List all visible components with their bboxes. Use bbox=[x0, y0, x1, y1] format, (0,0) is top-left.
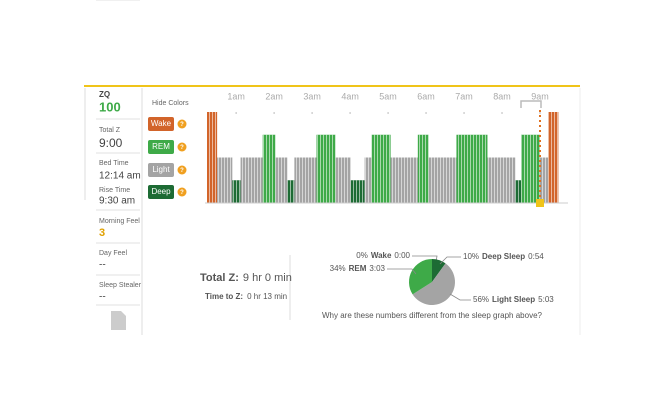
pie-name: Deep Sleep bbox=[482, 252, 525, 261]
doc-icon[interactable] bbox=[111, 311, 126, 330]
segment-stripes bbox=[217, 157, 233, 203]
legend-label[interactable]: Wake bbox=[151, 119, 172, 128]
hour-label: 1am bbox=[227, 91, 245, 101]
sidebar-value: 9:00 bbox=[99, 136, 123, 150]
sidebar-value: -- bbox=[99, 260, 106, 271]
alarm-handle[interactable] bbox=[536, 199, 544, 207]
segment-stripes bbox=[515, 180, 522, 203]
pie-label: 0% Wake 0:00 bbox=[356, 251, 410, 260]
alarm-bracket bbox=[520, 100, 542, 108]
segment-stripes bbox=[262, 134, 276, 203]
hour-label: 3am bbox=[303, 91, 321, 101]
pie-slice bbox=[412, 263, 455, 305]
pie-name: REM bbox=[349, 264, 367, 273]
segment-stripes bbox=[207, 112, 218, 203]
pie-slice bbox=[432, 259, 446, 282]
time-to-z: Time to Z: 0 hr 13 min bbox=[205, 292, 287, 301]
segment-stripes bbox=[364, 157, 372, 203]
hour-label: 8am bbox=[493, 91, 511, 101]
sidebar-label: ZQ bbox=[99, 90, 110, 99]
legend-button[interactable]: Light bbox=[148, 163, 174, 177]
segment-stripes bbox=[390, 157, 418, 203]
pie-slice bbox=[409, 259, 432, 295]
segment-stripes bbox=[275, 157, 288, 203]
hour-label: 9am bbox=[531, 91, 549, 101]
help-icon-text: ? bbox=[180, 190, 184, 196]
legend-swatch[interactable] bbox=[148, 117, 174, 131]
segment-stripes bbox=[371, 134, 391, 203]
legend-label[interactable]: Light bbox=[152, 165, 170, 174]
legend-button[interactable]: REM bbox=[148, 140, 174, 154]
segment-stripes bbox=[428, 157, 457, 203]
segment-stripes bbox=[521, 134, 541, 203]
segment-stripes bbox=[548, 112, 559, 203]
leader-line bbox=[439, 256, 461, 265]
pie-name: Wake bbox=[371, 251, 392, 260]
help-icon[interactable] bbox=[177, 187, 187, 197]
sidebar-value: -- bbox=[99, 292, 106, 303]
pie-time: 5:03 bbox=[538, 295, 554, 304]
pie-percent: 10% bbox=[463, 252, 479, 261]
sidebar-label: Sleep Stealer bbox=[99, 282, 142, 289]
sidebar-value: 3 bbox=[99, 227, 105, 239]
legend-swatch[interactable] bbox=[148, 163, 174, 177]
pie-time: 0:54 bbox=[528, 252, 544, 261]
legend-label[interactable]: REM bbox=[152, 142, 170, 151]
hour-label: 5am bbox=[379, 91, 397, 101]
total-z-value: 9 hr 0 min bbox=[243, 272, 292, 284]
segment-stripes bbox=[232, 180, 241, 203]
question: Why are these numbers different from the… bbox=[322, 311, 543, 320]
sidebar-label: Day Feel bbox=[99, 250, 127, 257]
leader-line bbox=[449, 293, 471, 301]
legend-button[interactable]: Deep bbox=[148, 185, 174, 199]
hour-label: 2am bbox=[265, 91, 283, 101]
pie-name: Light Sleep bbox=[492, 295, 535, 304]
help-icon[interactable] bbox=[177, 142, 187, 152]
legend-button[interactable]: Wake bbox=[148, 117, 174, 131]
sidebar-value: 100 bbox=[99, 99, 121, 114]
legend-swatch[interactable] bbox=[148, 185, 174, 199]
help-icon[interactable] bbox=[177, 165, 187, 175]
sidebar-label: Total Z bbox=[99, 127, 121, 134]
total-z-label: Total Z: bbox=[200, 272, 239, 284]
time-to-z-value: 0 hr 13 min bbox=[247, 292, 287, 301]
pie-time: 0:00 bbox=[394, 251, 410, 260]
help-icon[interactable] bbox=[177, 119, 187, 129]
pie-percent: 0% bbox=[356, 251, 368, 260]
segment-stripes bbox=[540, 157, 549, 203]
segment-stripes bbox=[294, 157, 317, 203]
legend-swatch[interactable] bbox=[148, 140, 174, 154]
help-icon-text: ? bbox=[180, 145, 184, 151]
sidebar-label: Rise Time bbox=[99, 187, 130, 194]
segment-stripes bbox=[487, 157, 516, 203]
pie-label: 34% REM 3:03 bbox=[330, 264, 386, 273]
pie-time: 3:03 bbox=[369, 264, 385, 273]
leader-line bbox=[387, 268, 417, 275]
pie-label: 56% Light Sleep 5:03 bbox=[473, 295, 554, 304]
time-to-z-label: Time to Z: bbox=[205, 292, 243, 301]
legend-label[interactable]: Deep bbox=[151, 187, 171, 196]
pie-percent: 56% bbox=[473, 295, 489, 304]
pie-label: 10% Deep Sleep 0:54 bbox=[463, 252, 544, 261]
segment-stripes bbox=[417, 134, 429, 203]
hour-label: 7am bbox=[455, 91, 473, 101]
segment-stripes bbox=[287, 180, 295, 203]
segment-stripes bbox=[240, 157, 263, 203]
sidebar-label: Bed Time bbox=[99, 160, 129, 167]
total-z: Total Z: 9 hr 0 min bbox=[200, 272, 292, 284]
sidebar-value: 12:14 am bbox=[99, 171, 141, 182]
segment-stripes bbox=[335, 157, 351, 203]
help-icon-text: ? bbox=[180, 168, 184, 174]
segment-stripes bbox=[350, 180, 365, 203]
pie-percent: 34% bbox=[330, 264, 346, 273]
segment-stripes bbox=[316, 134, 336, 203]
legend-title: Hide Colors bbox=[152, 100, 189, 107]
sidebar-label: Morning Feel bbox=[99, 218, 140, 225]
segment-stripes bbox=[456, 134, 488, 203]
help-icon-text: ? bbox=[180, 122, 184, 128]
hour-label: 6am bbox=[417, 91, 435, 101]
hour-label: 4am bbox=[341, 91, 359, 101]
sidebar-value: 9:30 am bbox=[99, 196, 135, 207]
